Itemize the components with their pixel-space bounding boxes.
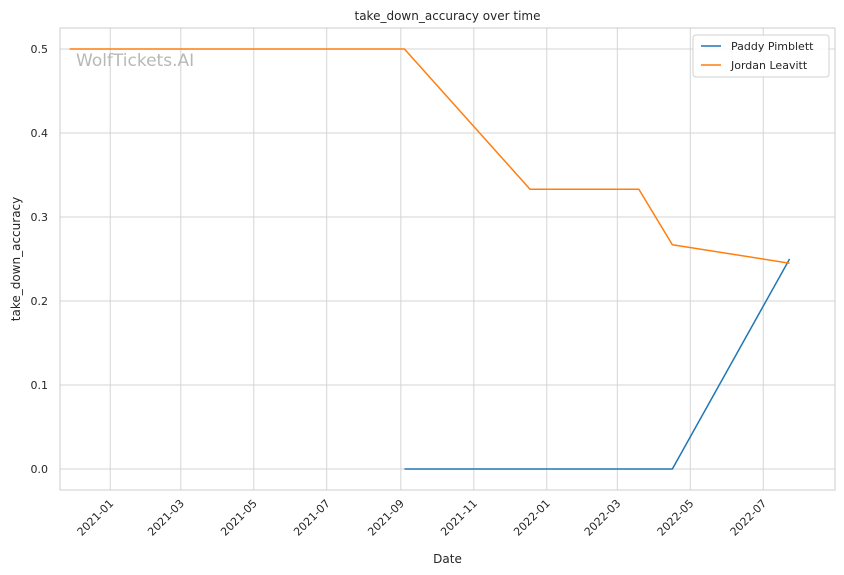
y-tick-label: 0.0 [31,463,49,476]
legend-label: Jordan Leavitt [730,59,808,72]
x-tick-label: 2021-07 [291,497,333,539]
x-tick-label: 2021-11 [438,497,480,539]
y-tick-label: 0.5 [31,43,49,56]
y-axis-ticks: 0.0 0.1 0.2 0.3 0.4 0.5 [31,43,49,476]
y-axis-label: take_down_accuracy [9,197,23,321]
grid [60,28,835,490]
legend-box [692,34,830,78]
x-tick-label: 2022-03 [582,497,624,539]
series-lines [69,48,791,470]
x-tick-label: 2022-07 [728,497,770,539]
y-tick-label: 0.1 [31,379,49,392]
plot-area-frame [59,27,836,491]
x-tick-label: 2022-01 [511,497,553,539]
watermark: WolfTickets.AI [76,51,194,71]
y-tick-label: 0.3 [31,211,49,224]
series-line-jordan-leavitt [69,48,790,264]
y-tick-label: 0.2 [31,295,49,308]
x-axis-ticks: 2021-01 2021-03 2021-05 2021-07 2021-09 2021-… [75,497,770,539]
x-tick-label: 2022-05 [655,497,697,539]
x-axis-label: Date [433,552,462,566]
legend-label: Paddy Pimblett [731,40,814,53]
legend: Paddy Pimblett Jordan Leavitt [692,34,830,78]
y-tick-label: 0.4 [31,127,49,140]
x-tick-label: 2021-09 [365,497,407,539]
x-tick-label: 2021-05 [218,497,260,539]
x-tick-label: 2021-01 [75,497,117,539]
series-line-paddy-pimblett [404,258,791,470]
x-tick-label: 2021-03 [145,497,187,539]
chart-title: take_down_accuracy over time [355,9,541,23]
